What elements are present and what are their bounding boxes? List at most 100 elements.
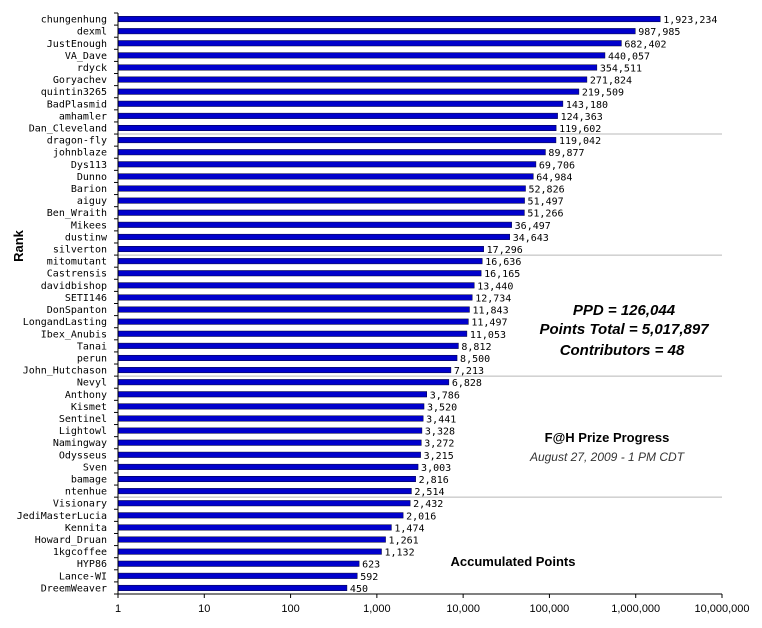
- bar: [117, 379, 450, 386]
- bar: [117, 572, 358, 579]
- value-label: 2,514: [414, 487, 444, 498]
- value-label: 3,272: [424, 439, 454, 450]
- bar: [117, 354, 458, 361]
- category-label: Ben_Wraith: [47, 208, 107, 219]
- value-label: 354,511: [600, 63, 642, 74]
- bar: [117, 246, 484, 253]
- bar: [117, 415, 424, 422]
- x-tick-label: 100,000: [530, 603, 570, 615]
- bar: [117, 282, 475, 289]
- bar: [117, 88, 580, 95]
- value-label: 1,474: [394, 523, 424, 534]
- points-total-annotation: Points Total = 5,017,897: [539, 321, 709, 338]
- category-label: ntenhue: [65, 487, 107, 498]
- value-label: 16,636: [485, 257, 521, 268]
- bar: [117, 149, 546, 156]
- value-label: 11,843: [472, 306, 508, 317]
- value-label: 36,497: [515, 221, 551, 232]
- value-label: 2,816: [419, 475, 449, 486]
- value-label: 3,003: [421, 463, 451, 474]
- bar: [117, 124, 557, 131]
- bar: [117, 40, 622, 47]
- value-label: 143,180: [566, 100, 608, 111]
- category-label: Visionary: [53, 499, 107, 510]
- x-axis-label: Accumulated Points: [451, 554, 576, 569]
- bar: [117, 548, 382, 555]
- bar: [117, 427, 423, 434]
- bar: [117, 536, 386, 543]
- bar: [117, 28, 636, 35]
- bar: [117, 488, 412, 495]
- bar: [117, 512, 404, 519]
- category-label: Howard_Druan: [35, 535, 107, 546]
- value-label: 3,520: [427, 402, 457, 413]
- category-label: amhamler: [59, 111, 107, 122]
- category-label: JediMasterLucia: [17, 511, 107, 522]
- value-label: 592: [360, 572, 378, 583]
- value-label: 219,509: [582, 88, 624, 99]
- x-tick-labels: 1 10 100 1,000 10,000 100,000 1,000,000 10,000,…: [115, 603, 750, 615]
- category-label: chungenhung: [41, 15, 107, 26]
- value-label: 8,500: [460, 354, 490, 365]
- value-label: 2,016: [406, 511, 436, 522]
- category-label: Sentinel: [59, 414, 107, 425]
- bar: [117, 342, 459, 349]
- grid-lines: [118, 133, 722, 498]
- value-label: 3,215: [424, 451, 454, 462]
- category-label: JustEnough: [47, 39, 107, 50]
- category-label: 1kgcoffee: [53, 547, 107, 558]
- bar: [117, 209, 525, 216]
- x-tick-label: 100: [281, 603, 299, 615]
- bar: [117, 185, 526, 192]
- category-label: johnblaze: [53, 148, 107, 159]
- value-label: 13,440: [477, 281, 513, 292]
- category-label: Namingway: [53, 438, 107, 449]
- contributors-annotation: Contributors = 48: [560, 342, 685, 359]
- chart-title: F@H Prize Progress: [545, 430, 670, 445]
- category-label: Nevyl: [77, 378, 107, 389]
- bar: [117, 451, 421, 458]
- value-label: 623: [362, 560, 380, 571]
- bar: [117, 197, 525, 204]
- bar: [117, 306, 470, 313]
- category-label: Mikees: [71, 220, 107, 231]
- category-label: Odysseus: [59, 450, 107, 461]
- category-labels: chungenhungdexmlJustEnoughVA_DaverdyckGo…: [17, 15, 108, 595]
- bar: [117, 476, 416, 483]
- value-label: 440,057: [608, 51, 650, 62]
- bar: [117, 221, 512, 228]
- bar: [117, 100, 564, 107]
- category-label: Lightowl: [59, 426, 107, 437]
- category-label: dustinw: [65, 232, 108, 243]
- value-label: 271,824: [590, 76, 632, 87]
- category-label: Dunno: [77, 172, 107, 183]
- bar: [117, 16, 661, 23]
- y-axis-label: Rank: [11, 229, 26, 262]
- category-label: SETI146: [65, 293, 107, 304]
- value-label: 16,165: [484, 269, 520, 280]
- value-label: 11,497: [471, 318, 507, 329]
- bar: [117, 137, 557, 144]
- x-tick-label: 1,000,000: [611, 603, 660, 615]
- value-label: 124,363: [561, 112, 603, 123]
- x-tick-label: 10: [198, 603, 210, 615]
- category-label: davidbishop: [41, 281, 107, 292]
- bar: [117, 524, 392, 531]
- bar: [117, 560, 360, 567]
- category-label: silverton: [53, 245, 107, 256]
- category-label: dexml: [77, 27, 107, 38]
- bar: [117, 367, 452, 374]
- value-label: 89,877: [548, 148, 584, 159]
- bar: [117, 391, 427, 398]
- value-label: 2,432: [413, 499, 443, 510]
- bar: [117, 76, 588, 83]
- value-label: 119,602: [559, 124, 601, 135]
- value-label: 69,706: [539, 160, 575, 171]
- category-label: HYP86: [77, 559, 107, 570]
- category-label: Ibex_Anubis: [41, 329, 107, 340]
- value-label: 119,042: [559, 136, 601, 147]
- category-label: LongandLasting: [23, 317, 107, 328]
- bar: [117, 584, 348, 591]
